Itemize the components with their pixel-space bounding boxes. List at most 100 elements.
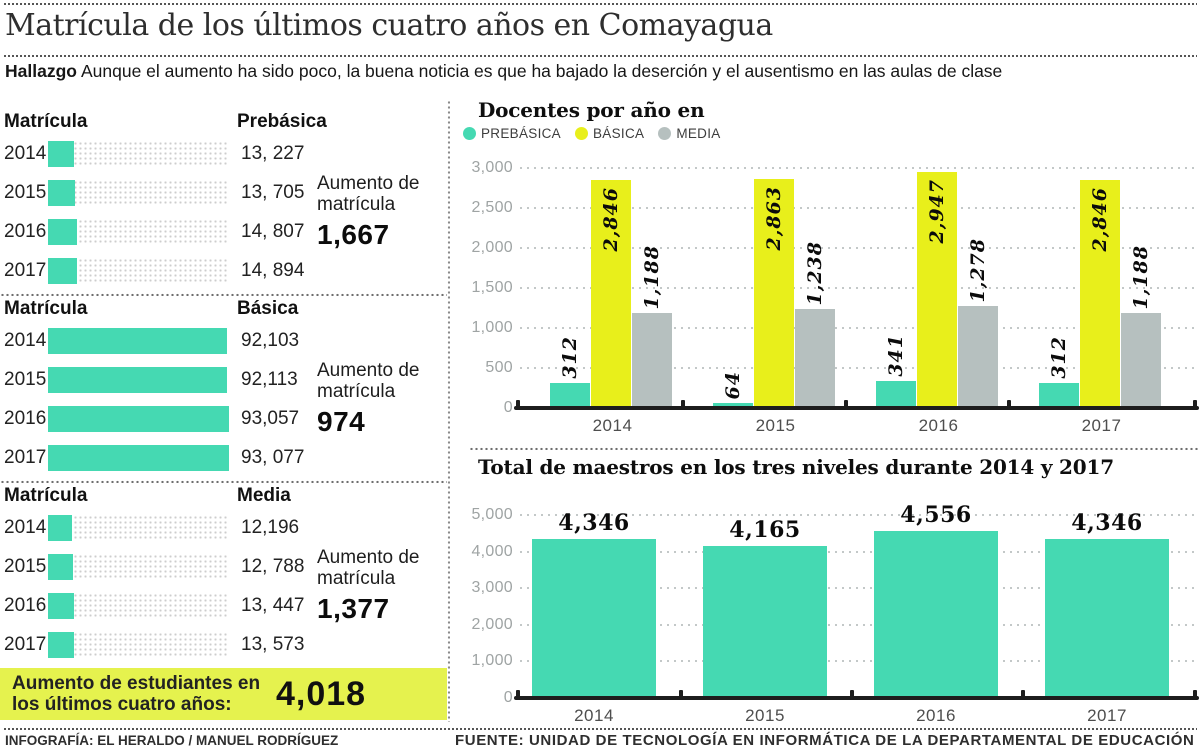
increase-value: 974	[317, 405, 366, 437]
bar-track	[48, 140, 229, 167]
x-axis-label: 2016	[916, 706, 956, 725]
bar-track	[48, 366, 229, 393]
bar-value-label: 4,556	[900, 502, 972, 528]
enrollment-bar	[48, 257, 77, 284]
bar-value-label: 341	[884, 334, 907, 377]
total-bar-2017	[1045, 539, 1169, 698]
bar-label-wrap: 2,846	[1080, 187, 1120, 252]
value-label: 12, 788	[241, 555, 305, 577]
bar-label-wrap: 1,238	[795, 241, 835, 306]
bar-label-wrap: 1,188	[1121, 245, 1161, 310]
increase-label: Aumento de matrícula	[317, 360, 420, 403]
enrollment-bar	[48, 140, 74, 167]
bar-label-wrap: 312	[550, 336, 590, 379]
bar-value-label: 4,346	[1071, 510, 1143, 536]
y-axis-label: 1,000	[471, 652, 513, 670]
total-teachers-chart: 5,000 4,000 3,000 2,000 1,000 0 4,346 2014 4,165…	[471, 502, 1199, 725]
gridline	[520, 623, 1197, 626]
finding-text: Hallazgo Aunque el aumento ha sido poco, …	[5, 61, 1003, 81]
year-label: 2015	[4, 181, 47, 203]
year-label: 2017	[4, 259, 47, 281]
y-axis-label: 0	[503, 399, 513, 416]
increase-block: Aumento de matrícula 1,667	[317, 173, 441, 251]
enrollment-panel: Matrícula Prebásica 2014 13, 227 2015 13, 705…	[0, 97, 447, 720]
x-axis-label: 2017	[1087, 706, 1127, 725]
value-label: 12,196	[241, 516, 300, 538]
enrollment-row: 2015 92,113	[0, 360, 447, 399]
y-axis-label: 3,000	[471, 579, 513, 597]
level-label: Prebásica	[237, 111, 327, 132]
gridline	[520, 587, 1197, 590]
enrollment-bar	[48, 444, 229, 471]
teachers-by-year-chart: 3,000 2,500 2,000 1,500 1,000 500 0 312 2,846 1,1…	[471, 159, 1199, 435]
bar-basica-2016: 2,947	[917, 172, 957, 408]
bar-value-label: 4,165	[729, 517, 801, 543]
bar-value-label: 1,278	[966, 237, 989, 303]
section-header: Matrícula Básica	[0, 298, 447, 321]
y-axis-label: 2,000	[471, 615, 513, 633]
bar-value-label: 1,188	[640, 244, 663, 310]
legend-item-media: MEDIA	[658, 126, 720, 141]
legend-dot	[658, 127, 672, 140]
value-label: 13, 573	[241, 633, 305, 655]
y-axis-label: 3,000	[471, 159, 513, 176]
gridline	[520, 327, 1197, 329]
section-divider	[0, 480, 447, 483]
bar-value-label: 2,947	[925, 179, 948, 244]
bar-prebasica-2014: 312	[550, 336, 590, 408]
enrollment-row: 2015 13, 705	[0, 173, 447, 212]
legend-dot	[463, 127, 476, 140]
total-increase-value: 4,018	[276, 674, 367, 713]
enrollment-bar	[48, 218, 77, 245]
legend-item-basica: BÁSICA	[574, 126, 645, 141]
axis-tick	[681, 400, 685, 410]
gridline	[520, 550, 1197, 553]
charts-divider	[469, 447, 1200, 450]
enrollment-section-basica: Matrícula Básica 2014 92,103 2015 92,113 2016 9…	[0, 298, 447, 477]
total-bar-2015	[703, 546, 827, 698]
bar-value-label: 312	[558, 336, 581, 379]
axis-tick	[1193, 400, 1197, 410]
increase-value: 1,667	[317, 218, 390, 250]
bar-media-2017: 1,188	[1121, 245, 1161, 408]
column-label: Matrícula	[4, 111, 88, 132]
increase-block: Aumento de matrícula 974	[317, 360, 441, 438]
y-axis-label: 2,000	[471, 239, 513, 256]
bar-basica-2017: 2,846	[1080, 180, 1120, 408]
bar-value-label: 4,346	[558, 510, 630, 536]
increase-block: Aumento de matrícula 1,377	[317, 547, 441, 625]
bar-track	[48, 514, 229, 541]
bar-value-label: 2,846	[1088, 187, 1111, 252]
value-label: 93, 077	[241, 446, 305, 468]
column-label: Matrícula	[4, 485, 88, 506]
legend-label: MEDIA	[676, 126, 721, 141]
enrollment-row: 2014 92,103	[0, 321, 447, 360]
enrollment-row: 2017 93, 077	[0, 438, 447, 477]
bar-track	[48, 553, 229, 580]
x-axis-line	[514, 696, 1199, 700]
top-divider	[3, 2, 1197, 6]
bar-media-2016: 1,278	[958, 238, 998, 408]
axis-tick	[844, 400, 848, 410]
increase-label: Aumento de matrícula	[317, 547, 420, 590]
enrollment-section-prebasica: Matrícula Prebásica 2014 13, 227 2015 13, 705…	[0, 111, 447, 290]
legend-dot	[574, 127, 588, 140]
title-divider	[3, 54, 1197, 58]
page-title: Matrícula de los últimos cuatro años en …	[5, 8, 773, 43]
section-divider	[0, 293, 447, 296]
level-label: Media	[237, 485, 291, 506]
value-label: 13, 705	[241, 181, 305, 203]
y-axis-label: 1,500	[471, 279, 513, 296]
year-label: 2015	[4, 555, 47, 577]
enrollment-bar	[48, 179, 75, 206]
year-label: 2016	[4, 407, 47, 429]
bar-track	[48, 592, 229, 619]
total-increase-box: Aumento de estudiantes en los últimos cu…	[0, 668, 447, 720]
enrollment-row: 2016 14, 807	[0, 212, 447, 251]
legend-label: BÁSICA	[592, 126, 645, 141]
y-axis-label: 2,500	[471, 199, 513, 216]
bar-label-wrap: 2,947	[917, 179, 957, 244]
bar-track	[48, 405, 229, 432]
axis-tick	[516, 400, 520, 410]
